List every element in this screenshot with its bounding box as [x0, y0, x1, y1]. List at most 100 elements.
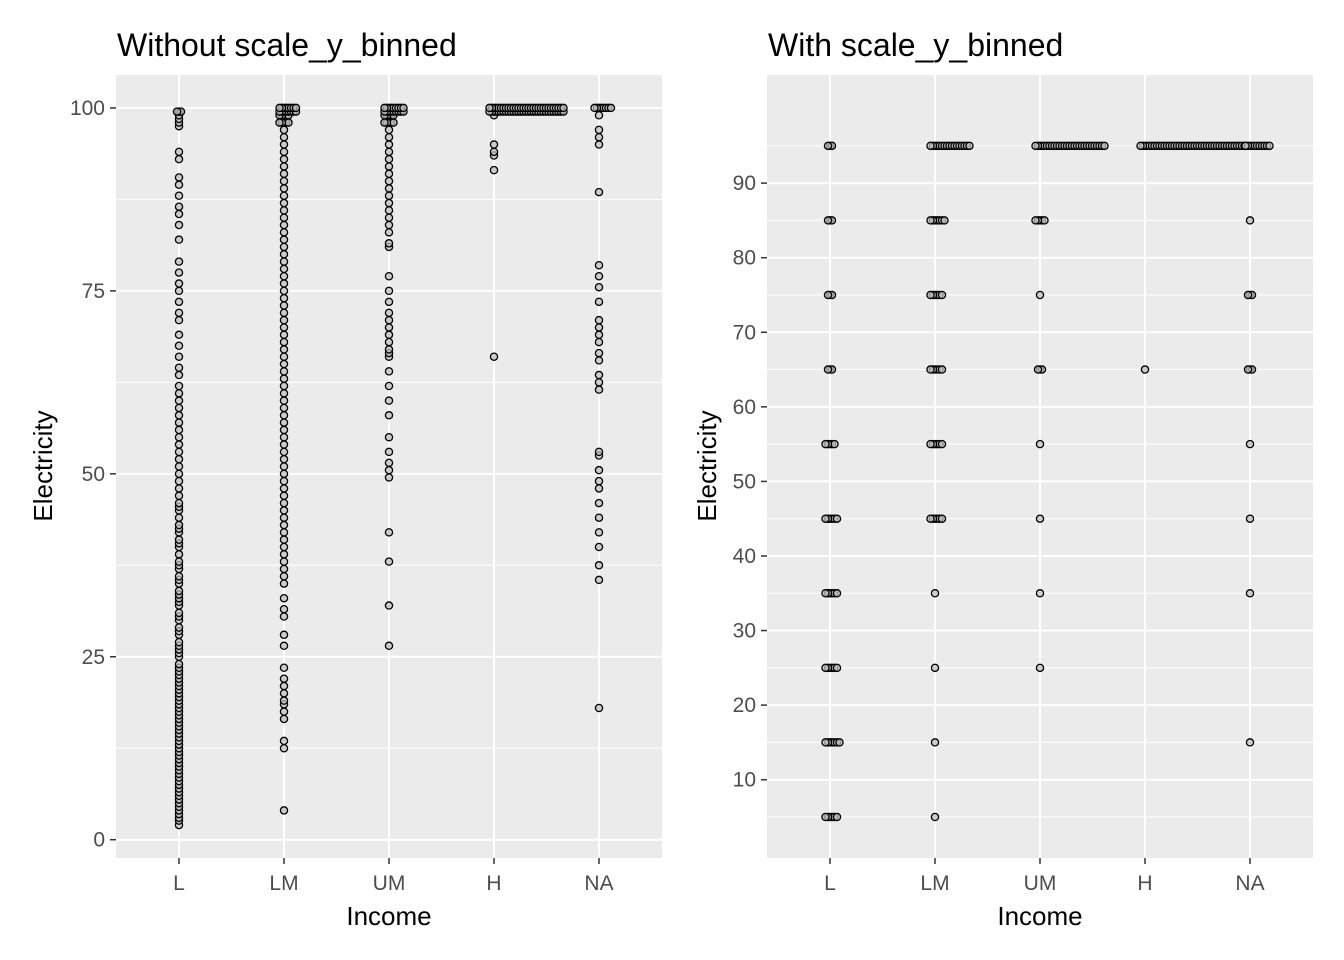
data-point [489, 352, 499, 361]
data-point [279, 542, 289, 552]
data-point [174, 220, 184, 230]
data-point [384, 465, 394, 475]
data-point [384, 458, 394, 468]
data-point [1136, 141, 1145, 151]
data-point [174, 586, 184, 596]
data-point [380, 118, 389, 127]
data-point [1245, 216, 1255, 225]
data-point [832, 589, 842, 598]
data-point [279, 367, 289, 376]
data-point [279, 403, 289, 413]
data-point [174, 623, 184, 632]
data-point [384, 367, 394, 376]
data-point [279, 250, 289, 259]
data-point [279, 498, 289, 508]
data-point [279, 572, 289, 581]
data-point [279, 198, 289, 208]
data-point [1243, 290, 1253, 300]
data-point [279, 440, 289, 449]
y-tick-label: 50 [82, 463, 105, 486]
data-point [594, 385, 604, 394]
data-point [823, 365, 833, 374]
data-point [279, 242, 289, 252]
data-point [594, 140, 604, 149]
data-point [174, 297, 184, 307]
data-point [174, 286, 184, 296]
data-point [594, 476, 604, 486]
data-point [594, 447, 604, 457]
data-point [384, 447, 394, 457]
data-point [594, 378, 604, 387]
data-point [821, 589, 830, 598]
data-point [1035, 290, 1045, 300]
data-point [174, 268, 184, 277]
data-point [279, 169, 289, 179]
data-point [279, 286, 289, 296]
data-point [594, 261, 604, 270]
data-point [279, 315, 289, 325]
data-point [594, 132, 604, 142]
data-point [821, 812, 830, 822]
y-tick-label: 25 [82, 646, 105, 669]
data-point [279, 736, 289, 746]
data-point [174, 418, 184, 427]
data-point [279, 162, 289, 171]
x-tick-label: NA [1235, 872, 1264, 895]
data-point [279, 462, 289, 471]
data-point [279, 425, 289, 435]
data-point [821, 439, 830, 449]
data-point [174, 257, 184, 266]
data-point [594, 315, 604, 325]
data-point [1031, 141, 1040, 151]
y-tick-label: 90 [733, 172, 756, 195]
data-point [279, 125, 289, 135]
data-point [174, 550, 184, 559]
data-point [926, 365, 935, 374]
data-point [279, 604, 289, 614]
data-point [930, 589, 940, 598]
data-point [279, 674, 289, 683]
data-point [174, 557, 184, 566]
data-point [384, 345, 394, 354]
data-point [594, 484, 604, 493]
axis-ticks: 0 25 50 75 100 L LM UM H NA [70, 97, 614, 895]
data-point [384, 140, 394, 149]
data-point [1245, 439, 1255, 449]
data-point [275, 118, 284, 127]
data-point [174, 469, 184, 479]
data-point [1031, 216, 1040, 225]
data-point [279, 593, 289, 603]
data-point [594, 110, 604, 120]
data-point [384, 191, 394, 200]
data-point [279, 206, 289, 215]
data-point [594, 498, 604, 508]
x-tick-label: UM [1024, 872, 1057, 895]
data-point [279, 374, 289, 383]
x-axis-title: Income [997, 901, 1082, 931]
x-axis-title: Income [346, 901, 431, 931]
data-point [174, 396, 184, 405]
data-point [174, 520, 184, 530]
data-point [606, 103, 616, 113]
data-point [384, 396, 394, 405]
data-point [823, 290, 833, 300]
data-point [1245, 514, 1255, 523]
data-point [594, 561, 604, 570]
data-point [279, 228, 289, 237]
data-point [279, 663, 289, 672]
data-point [1035, 589, 1045, 598]
data-point [965, 141, 974, 151]
data-point [279, 213, 289, 222]
panel-with-binned: With scale_y_binned 10 20 30 40 50 60 70 80 90 L L… [692, 27, 1313, 931]
data-point [279, 140, 289, 149]
y-tick-label: 20 [733, 694, 756, 717]
data-point [279, 506, 289, 515]
data-point [384, 125, 394, 135]
data-point [937, 514, 947, 523]
data-point [594, 703, 604, 713]
data-point [174, 491, 184, 501]
data-point [1265, 141, 1274, 151]
data-point [174, 180, 184, 190]
data-point [559, 103, 568, 113]
data-point [926, 514, 935, 523]
